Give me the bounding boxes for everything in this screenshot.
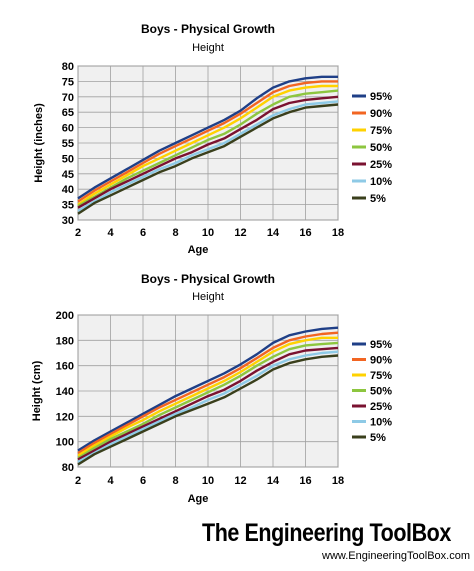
x-tick-label: 4 [107,227,114,239]
legend-label: 10% [370,417,392,429]
x-tick-label: 10 [202,475,214,487]
legend-label: 90% [370,108,392,120]
y-tick-label: 70 [62,92,74,104]
legend-label: 25% [370,401,392,413]
y-tick-label: 100 [56,437,74,449]
chart-subtitle: Height [192,291,224,303]
height-inches-chart: Boys - Physical Growth Height 30 35 40 45 50 55… [33,22,392,256]
legend-label: 75% [370,370,392,382]
x-tick-label: 16 [299,227,311,239]
legend-label: 5% [370,193,386,205]
chart-title: Boys - Physical Growth [141,272,275,286]
legend-label: 90% [370,355,392,367]
y-tick-label: 35 [62,200,74,212]
x-tick-label: 10 [202,227,214,239]
series-line-25pct [77,346,339,461]
legend-label: 25% [370,159,392,171]
brand-logo: The Engineering ToolBox www.EngineeringT… [202,519,470,567]
y-tick-label: 50 [62,153,74,165]
x-tick-label: 6 [140,227,146,239]
series-line-50pct [77,341,339,460]
brand-url[interactable]: www.EngineeringToolBox.com [322,550,470,562]
x-tick-label: 14 [267,227,280,239]
y-tick-label: 40 [62,184,74,196]
x-tick-label: 2 [75,475,81,487]
x-tick-label: 18 [332,227,344,239]
y-tick-label: 60 [62,123,74,135]
y-tick-label: 65 [62,107,74,119]
chart-subtitle: Height [192,42,224,54]
x-tick-label: 16 [299,475,311,487]
series-line-25pct [77,95,339,209]
x-tick-label: 8 [172,227,178,239]
series-line-90pct [77,80,338,203]
x-tick-label: 12 [234,475,246,487]
legend-label: 5% [370,432,386,444]
y-tick-label: 180 [56,335,74,347]
series-line-95pct [77,75,338,200]
legend-label: 95% [370,339,392,351]
y-tick-label: 45 [62,169,74,181]
chart-title: Boys - Physical Growth [141,22,275,36]
x-axis-label: Age [188,244,209,256]
legend-label: 50% [370,386,392,398]
y-axis-label: Height (cm) [31,360,43,421]
height-cm-chart: Boys - Physical Growth Height 80 100 120 140 1… [31,272,392,505]
x-tick-label: 18 [332,475,344,487]
x-tick-label: 8 [172,475,178,487]
legend-label: 75% [370,125,392,137]
legend-label: 10% [370,176,392,188]
brand-title: The Engineering ToolBox [202,519,451,547]
y-tick-label: 75 [62,76,74,88]
series-line-10pct [77,100,339,212]
y-tick-label: 200 [56,310,74,322]
x-tick-label: 6 [140,475,146,487]
series-line-75pct [77,336,338,457]
series-line-10pct [77,350,339,463]
series-line-90pct [77,331,339,455]
x-tick-label: 14 [267,475,280,487]
x-tick-label: 4 [107,475,114,487]
legend-label: 50% [370,142,392,154]
y-tick-label: 160 [56,361,74,373]
series-line-75pct [77,84,338,206]
series-line-50pct [77,89,339,208]
y-tick-label: 55 [62,138,74,150]
legend-label: 95% [370,91,392,103]
x-axis-label: Age [188,493,209,505]
y-axis-label: Height (inches) [33,103,45,183]
x-tick-label: 12 [234,227,246,239]
y-tick-label: 30 [62,215,74,227]
y-tick-label: 80 [62,61,74,73]
y-tick-label: 80 [62,462,74,474]
y-tick-label: 120 [56,411,74,423]
y-tick-label: 140 [56,386,74,398]
series-line-95pct [77,326,339,452]
series-line-5pct [77,103,339,215]
series-line-5pct [77,354,339,466]
x-tick-label: 2 [75,227,81,239]
